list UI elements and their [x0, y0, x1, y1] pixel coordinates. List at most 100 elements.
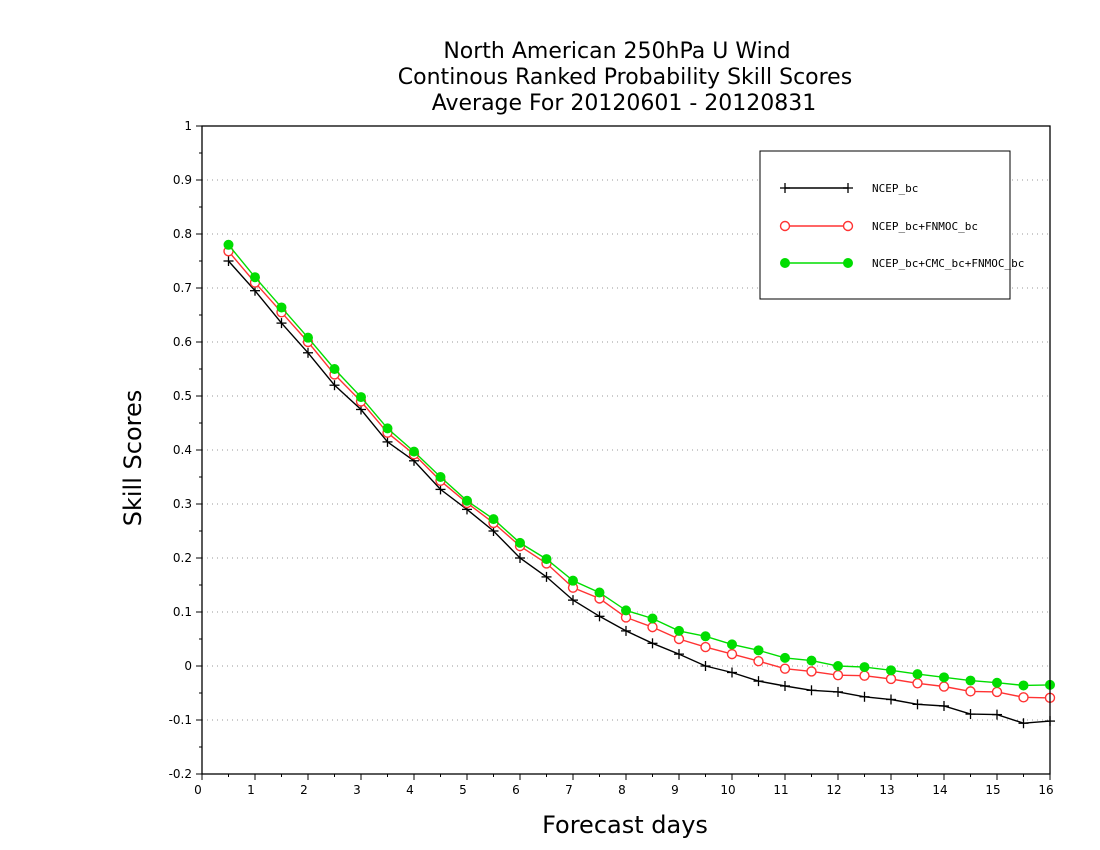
data-point [939, 700, 949, 711]
y-tick-label: 1 [184, 119, 192, 133]
series-3 [223, 239, 1055, 691]
data-point [965, 686, 976, 697]
y-tick-label: 0.5 [173, 389, 192, 403]
x-tick-label: 10 [720, 783, 735, 797]
data-point [753, 645, 764, 656]
data-point [939, 672, 949, 683]
data-point [223, 239, 234, 250]
y-tick-label: 0.7 [173, 281, 192, 295]
data-point [1018, 718, 1029, 729]
series-line [227, 260, 1051, 724]
data-point [833, 661, 843, 671]
data-point [515, 537, 525, 548]
data-point [303, 332, 313, 343]
data-point [594, 611, 605, 622]
data-point [674, 649, 684, 660]
y-axis-ticks: -0.2 -0.1 0 0.1 0.2 0.3 0.4 0.5 0.6 0.7 0.8 0.9 1 [169, 119, 202, 781]
legend-marker [843, 258, 853, 268]
x-tick-label: 13 [879, 783, 894, 797]
x-tick-label: 5 [459, 783, 467, 797]
y-tick-label: 0.4 [173, 443, 192, 457]
series-line [227, 244, 1051, 687]
data-point [329, 364, 340, 374]
data-point [965, 675, 976, 686]
data-point [1018, 680, 1029, 691]
data-point [647, 621, 658, 633]
data-point [700, 631, 711, 642]
data-point [832, 669, 844, 681]
data-point [621, 605, 631, 616]
data-point [726, 648, 738, 660]
y-tick-label: -0.2 [169, 767, 192, 781]
data-point [859, 662, 870, 673]
chart-title-line-2: Continous Ranked Probability Skill Score… [398, 65, 852, 90]
legend-marker [842, 220, 854, 232]
x-axis-ticks: 0 1 2 3 4 5 6 7 8 9 10 11 12 13 14 15 16 [194, 774, 1054, 797]
x-tick-label: 3 [353, 783, 361, 797]
data-point [992, 677, 1002, 688]
data-point [568, 575, 578, 586]
data-point [409, 446, 419, 457]
data-point [329, 380, 340, 391]
data-point [753, 676, 764, 687]
legend-label: NCEP_bc+FNMOC_bc [872, 220, 978, 233]
legend-label: NCEP_bc [872, 182, 918, 195]
legend-entry: NCEP_bc+CMC_bc+FNMOC_bc [780, 257, 1024, 270]
data-point [991, 686, 1003, 698]
data-point [515, 553, 525, 563]
data-point [382, 423, 393, 434]
legend: NCEP_bc NCEP_bc+FNMOC_bc NCEP_bc+CMC_bc+FN… [759, 150, 1024, 300]
data-point [912, 699, 923, 710]
x-tick-label: 11 [773, 783, 788, 797]
x-tick-label: 1 [247, 783, 255, 797]
data-point [568, 595, 578, 606]
x-tick-label: 0 [194, 783, 202, 797]
data-point [488, 514, 499, 525]
data-point [462, 495, 472, 506]
data-point [806, 655, 817, 666]
legend-entry: NCEP_bc+FNMOC_bc [779, 220, 978, 233]
data-point [727, 639, 737, 650]
x-tick-label: 12 [826, 783, 841, 797]
x-axis-label: Forecast days [542, 811, 708, 839]
plot-series [223, 239, 1056, 729]
data-point [700, 661, 711, 671]
y-tick-label: 0.3 [173, 497, 192, 511]
data-point [647, 638, 658, 649]
data-point [938, 681, 950, 692]
legend-marker [780, 258, 790, 268]
data-point [223, 256, 234, 266]
data-point [276, 302, 287, 313]
data-point [674, 625, 684, 636]
data-point [753, 655, 764, 667]
data-point [1018, 692, 1029, 703]
data-point [435, 484, 446, 495]
y-tick-label: -0.1 [169, 713, 192, 727]
x-tick-label: 16 [1038, 783, 1053, 797]
data-point [833, 686, 843, 697]
data-point [806, 666, 817, 677]
data-point [886, 694, 896, 705]
y-tick-label: 0.9 [173, 173, 192, 187]
chart-title-line-1: North American 250hPa U Wind [443, 39, 790, 64]
data-point [806, 685, 817, 696]
data-point [780, 680, 790, 691]
data-point [541, 554, 552, 565]
chart-title: North American 250hPa U Wind Continous R… [398, 39, 852, 116]
legend-marker [780, 183, 790, 193]
data-point [541, 571, 552, 582]
data-point [780, 652, 790, 663]
data-point [250, 272, 260, 283]
x-tick-label: 2 [300, 783, 308, 797]
x-tick-label: 7 [565, 783, 573, 797]
series-2 [223, 246, 1056, 704]
data-point [859, 691, 870, 702]
y-tick-label: 0.8 [173, 227, 192, 241]
y-axis-label: Skill Scores [119, 390, 147, 527]
data-point [276, 318, 287, 329]
y-tick-label: 0.6 [173, 335, 192, 349]
data-point [779, 663, 791, 674]
data-point [382, 436, 393, 447]
x-tick-label: 4 [406, 783, 414, 797]
